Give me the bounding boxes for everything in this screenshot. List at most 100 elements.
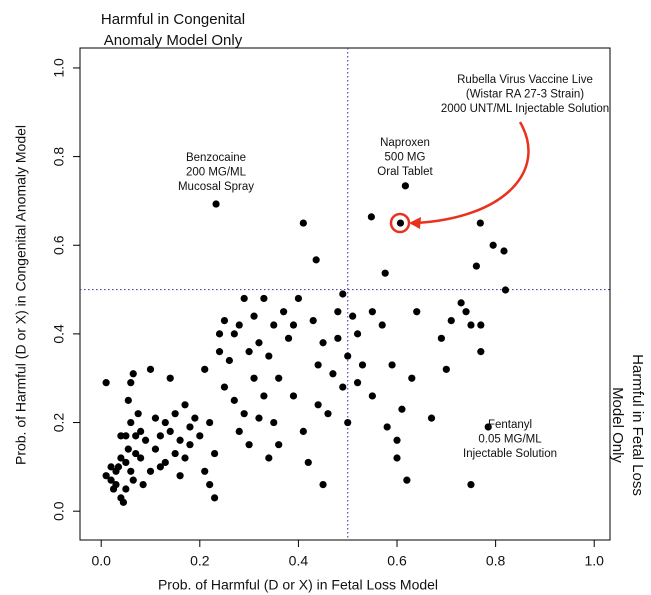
x-tick-label: 0.2 — [190, 553, 210, 569]
point — [396, 219, 405, 227]
point — [161, 458, 169, 467]
point — [265, 352, 273, 360]
annotation: 500 MG — [385, 152, 426, 164]
quadrant-label: Harmful in Congenital — [101, 11, 245, 28]
point — [141, 436, 150, 444]
point — [250, 312, 258, 320]
point — [388, 361, 396, 369]
quadrant-label: Anomaly Model Only — [104, 32, 243, 49]
point — [442, 365, 450, 373]
point — [368, 308, 376, 316]
point — [181, 401, 189, 409]
point — [151, 414, 160, 422]
point — [117, 432, 125, 440]
point — [500, 247, 508, 255]
point — [398, 405, 406, 413]
point — [349, 312, 357, 320]
point — [201, 365, 209, 373]
point — [122, 485, 130, 493]
point — [191, 414, 199, 422]
point — [339, 383, 347, 391]
point — [210, 449, 219, 458]
point — [137, 427, 145, 436]
annotation: Benzocaine — [186, 152, 246, 164]
point — [119, 498, 127, 506]
annotation: Oral Tablet — [377, 166, 433, 178]
point — [280, 308, 288, 316]
point — [294, 294, 303, 303]
annotation: 0.05 MG/ML — [478, 434, 542, 446]
y-tick-label: 0.2 — [51, 413, 67, 433]
point — [275, 374, 283, 382]
annotation: Naproxen — [380, 137, 430, 149]
point — [122, 432, 130, 440]
annotation: Mucosal Spray — [178, 181, 254, 193]
point — [383, 423, 391, 431]
point — [299, 427, 307, 436]
quadrant-label: Model Only — [609, 387, 626, 463]
point — [212, 200, 220, 208]
point — [139, 480, 147, 489]
x-tick-label: 1.0 — [584, 553, 604, 569]
point — [501, 286, 510, 294]
point — [245, 348, 253, 356]
y-tick-label: 1.0 — [51, 58, 67, 78]
point — [314, 361, 322, 369]
point — [393, 454, 401, 462]
point — [240, 294, 248, 303]
point — [255, 414, 263, 422]
x-tick-label: 0.0 — [91, 553, 111, 569]
point — [129, 370, 137, 378]
point — [260, 392, 268, 400]
point — [344, 352, 352, 360]
point — [299, 219, 307, 227]
point — [467, 480, 475, 489]
point — [156, 463, 164, 471]
point — [447, 316, 455, 325]
point — [289, 392, 298, 400]
point — [196, 432, 204, 440]
point — [319, 480, 327, 489]
point — [324, 410, 332, 418]
point — [484, 423, 492, 431]
point — [112, 480, 120, 489]
annotation: Injectable Solution — [463, 448, 557, 460]
point — [319, 339, 327, 347]
point — [107, 463, 115, 471]
point — [413, 308, 421, 316]
point — [353, 330, 362, 338]
y-tick-label: 0.8 — [51, 147, 67, 167]
point — [102, 472, 110, 480]
annotation: Rubella Virus Vaccine Live — [457, 74, 593, 86]
y-tick-label: 0.0 — [51, 501, 67, 521]
point — [334, 334, 342, 342]
point — [230, 330, 238, 338]
annotation: 200 MG/ML — [186, 167, 247, 179]
quadrant-label: Harmful in Fetal Loss — [629, 354, 646, 496]
point — [161, 418, 169, 427]
point — [206, 418, 214, 427]
point — [368, 392, 376, 400]
point — [210, 494, 219, 502]
point — [312, 256, 320, 264]
point — [378, 321, 386, 329]
point — [334, 308, 342, 316]
point — [124, 396, 132, 404]
point — [102, 379, 110, 387]
point — [156, 432, 164, 440]
y-tick-label: 0.6 — [51, 235, 67, 255]
point — [230, 396, 238, 404]
point — [206, 480, 214, 489]
point — [270, 418, 278, 427]
point — [403, 476, 411, 484]
point — [186, 441, 194, 449]
point — [472, 262, 480, 270]
point — [201, 467, 209, 475]
point — [127, 467, 135, 475]
point — [270, 321, 278, 329]
point — [358, 361, 367, 369]
point — [477, 348, 485, 356]
point — [408, 374, 416, 382]
point — [166, 374, 174, 382]
